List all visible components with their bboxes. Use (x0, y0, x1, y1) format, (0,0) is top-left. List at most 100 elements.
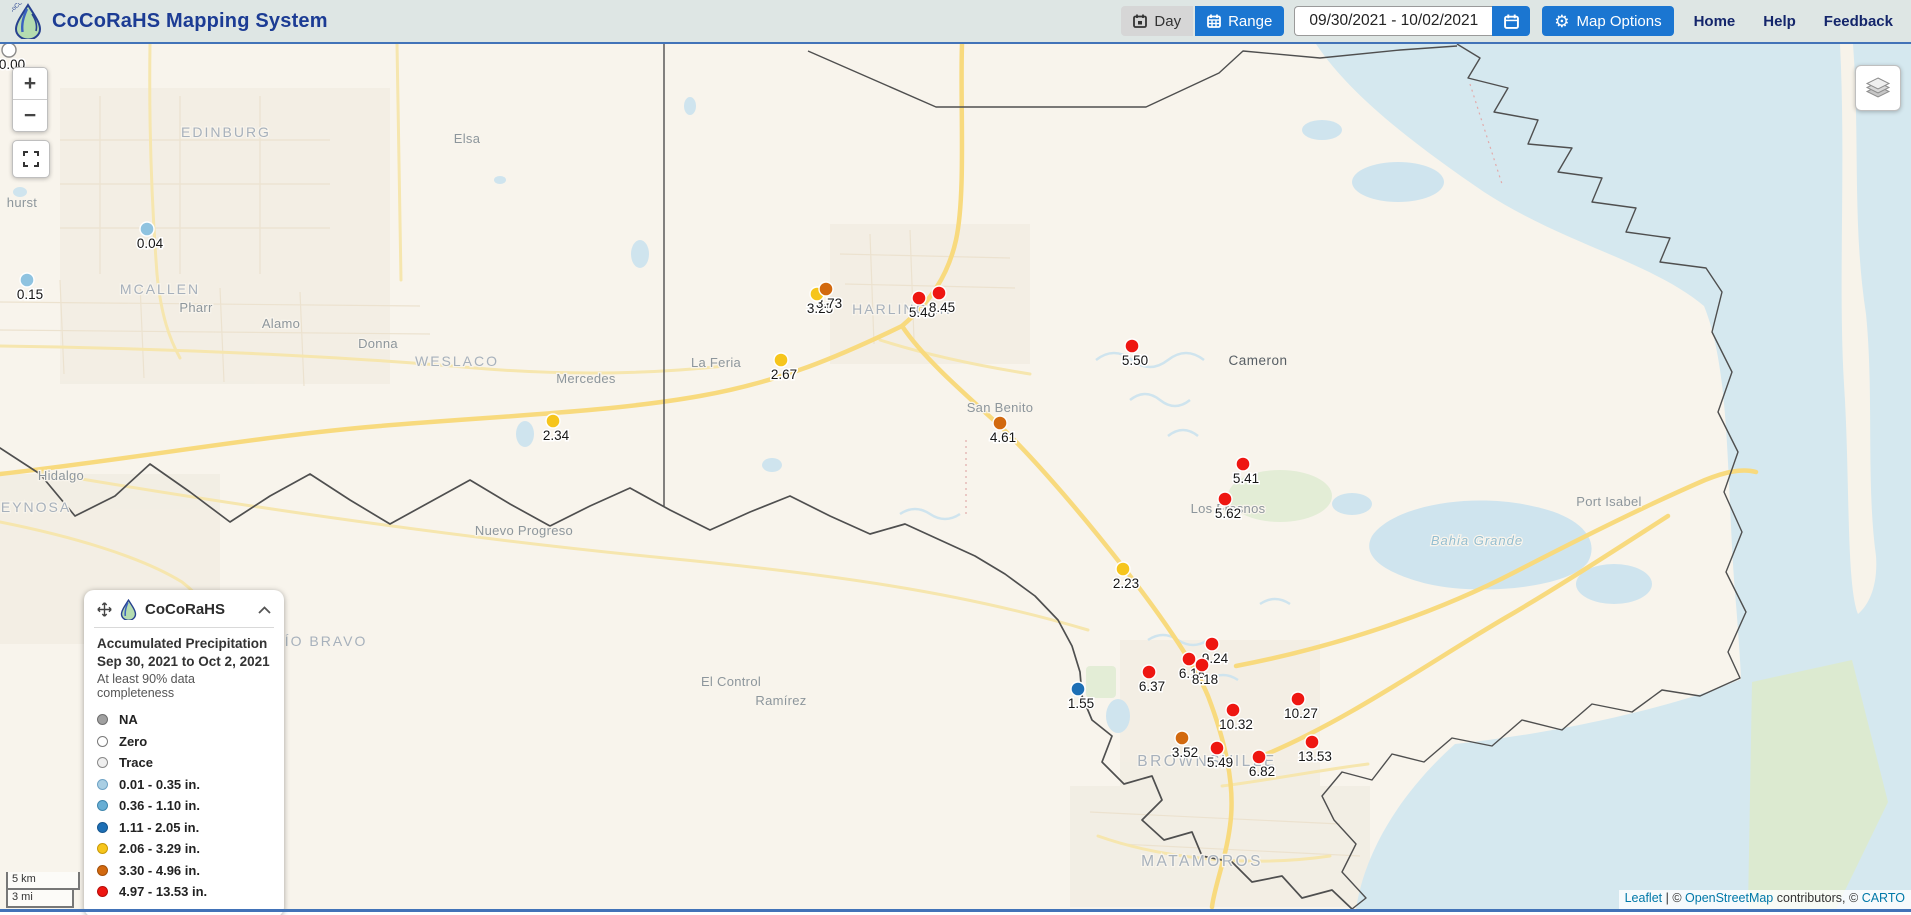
layers-button[interactable] (1855, 65, 1901, 111)
precip-marker[interactable] (1194, 657, 1210, 673)
place-label: Donna (358, 336, 398, 351)
osm-link[interactable]: OpenStreetMap (1685, 891, 1774, 905)
place-label: Port Isabel (1576, 494, 1641, 509)
place-label: HARLINGEN (852, 301, 952, 317)
nav-link-help[interactable]: Help (1763, 12, 1796, 30)
street-grid (0, 96, 1361, 857)
place-label: Elsa (454, 131, 481, 146)
attribution-sep1: | © (1662, 891, 1686, 905)
marker-value-label: 5.50 (1122, 353, 1148, 368)
precip-marker[interactable] (1124, 338, 1140, 354)
precip-marker[interactable] (545, 413, 561, 429)
attribution-sep2: contributors, © (1773, 891, 1862, 905)
precip-marker[interactable] (1, 44, 17, 58)
legend-item: NA (97, 709, 271, 731)
map-options-button[interactable]: ⚙ Map Options (1542, 6, 1674, 36)
bottom-divider (0, 909, 1911, 912)
drag-handle-icon[interactable] (97, 602, 112, 617)
precip-marker[interactable] (1209, 740, 1225, 756)
place-label: Pharr (179, 300, 213, 315)
fullscreen-button[interactable] (12, 140, 50, 178)
range-button[interactable]: Range (1195, 6, 1285, 36)
marker-value-label: 10.32 (1219, 717, 1253, 732)
calendar-range-icon (1207, 14, 1221, 28)
place-label: Mercedes (556, 371, 616, 386)
legend-item: 3.30 - 4.96 in. (97, 860, 271, 882)
day-button[interactable]: Day (1121, 6, 1194, 36)
marker-value-label: 6.82 (1249, 764, 1275, 779)
day-button-label: Day (1154, 12, 1182, 30)
admin-boundaries (965, 83, 1503, 514)
collapse-chevron-up-icon[interactable] (258, 605, 271, 614)
precip-marker[interactable] (992, 415, 1008, 431)
precip-marker[interactable] (1181, 651, 1197, 667)
legend-item-label: NA (119, 712, 138, 728)
zoom-out-button[interactable]: − (13, 99, 47, 131)
marker-value-label: 8.45 (929, 300, 955, 315)
legend-swatch-icon (97, 821, 108, 833)
scale-km: 5 km (6, 872, 80, 890)
legend-swatch-icon (97, 757, 108, 769)
green-areas (1086, 470, 1888, 909)
place-label: hurst (7, 195, 37, 210)
map-options-label: Map Options (1576, 12, 1662, 30)
precip-marker[interactable] (818, 281, 834, 297)
marker-value-label: 2.34 (543, 428, 570, 443)
legend-item-label: Zero (119, 733, 148, 749)
marker-value-labels-layer: 0.000.040.153.253.735.488.455.502.672.34… (0, 56, 1333, 781)
legend-swatch-icon (97, 735, 108, 747)
date-picker-button[interactable] (1492, 6, 1531, 36)
precip-marker[interactable] (1304, 734, 1320, 750)
marker-value-label: 5.48 (909, 305, 935, 320)
legend-item-label: 1.11 - 2.05 in. (119, 819, 200, 835)
cocorahs-mini-logo-icon (120, 599, 137, 620)
marker-value-label: 5.49 (1207, 755, 1233, 770)
precip-marker[interactable] (1070, 681, 1086, 697)
marker-value-label: 1.55 (1068, 696, 1094, 711)
legend-swatch-icon (97, 864, 108, 876)
date-range-input[interactable] (1294, 6, 1493, 36)
legend-swatch-icon (97, 800, 108, 812)
marker-value-label: 2.23 (1113, 576, 1139, 591)
legend-item: 0.36 - 1.10 in. (97, 795, 271, 817)
precip-marker[interactable] (1141, 664, 1157, 680)
precip-marker[interactable] (1115, 561, 1131, 577)
place-label: Cameron (1228, 353, 1287, 368)
precip-marker[interactable] (1225, 702, 1241, 718)
legend-divider (94, 627, 274, 628)
carto-link[interactable]: CARTO (1861, 891, 1905, 905)
barrier-island (1840, 44, 1877, 614)
nav-link-feedback[interactable]: Feedback (1823, 12, 1893, 30)
zoom-in-button[interactable]: + (13, 68, 47, 99)
precip-marker[interactable] (1251, 749, 1267, 765)
marker-value-label: 0.04 (137, 236, 164, 251)
precip-marker[interactable] (773, 352, 789, 368)
place-label: El Control (701, 674, 761, 689)
range-button-label: Range (1228, 12, 1273, 30)
place-label: Ramírez (755, 693, 806, 708)
precip-marker[interactable] (1235, 456, 1251, 472)
precip-marker[interactable] (139, 221, 155, 237)
precip-marker[interactable] (1174, 730, 1190, 746)
legend-completeness-note: At least 90% data completeness (97, 672, 195, 700)
precip-marker[interactable] (911, 290, 927, 306)
legend-item: 4.97 - 13.53 in. (97, 881, 271, 903)
legend-item: 2.06 - 3.29 in. (97, 838, 271, 860)
place-label: La Feria (691, 355, 742, 370)
precip-marker[interactable] (19, 272, 35, 288)
nav-link-home[interactable]: Home (1693, 12, 1736, 30)
legend-item-label: 0.36 - 1.10 in. (119, 798, 200, 814)
precip-marker[interactable] (1290, 691, 1306, 707)
marker-value-label: 6.37 (1139, 679, 1165, 694)
legend-item-label: 2.06 - 3.29 in. (119, 841, 200, 857)
map-canvas[interactable]: EDINBURG Elsa hurst MCALLEN Pharr Alamo Donna W… (0, 44, 1911, 909)
precip-marker[interactable] (931, 285, 947, 301)
precip-marker[interactable] (1217, 491, 1233, 507)
place-label: Los Fresnos (1191, 501, 1266, 516)
scale-mi: 3 mi (6, 890, 74, 908)
place-label: Nuevo Progreso (475, 523, 573, 538)
leaflet-link[interactable]: Leaflet (1624, 891, 1663, 905)
place-label: Bahia Grande (1431, 533, 1523, 548)
precip-marker[interactable] (1204, 636, 1220, 652)
